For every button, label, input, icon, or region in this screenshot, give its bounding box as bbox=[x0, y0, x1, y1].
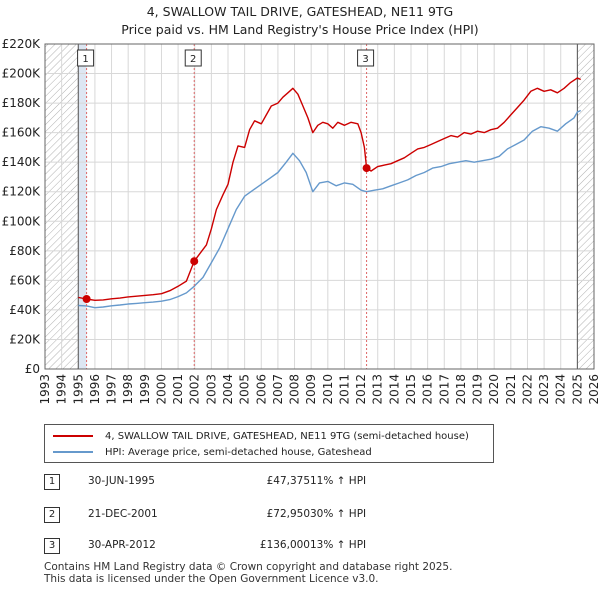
x-tick-label: 2005 bbox=[238, 374, 252, 405]
x-tick-label: 2010 bbox=[321, 374, 335, 405]
x-tick-label: 2004 bbox=[221, 374, 235, 405]
sale-marker-label: 2 bbox=[190, 54, 196, 65]
sale-hpi-change: 13% ↑ HPI bbox=[310, 539, 367, 551]
y-tick-label: £140K bbox=[2, 155, 42, 169]
plot-frame bbox=[44, 43, 595, 370]
x-tick-label: 1993 bbox=[38, 374, 52, 405]
sale-price: £72,950 bbox=[266, 508, 310, 520]
y-tick-label: £160K bbox=[2, 126, 42, 140]
x-tick-label: 2007 bbox=[271, 374, 285, 405]
x-tick-label: 1999 bbox=[138, 374, 152, 405]
x-tick-label: 2024 bbox=[554, 374, 568, 405]
y-tick-label: £80K bbox=[9, 244, 41, 258]
legend-swatch-hpi bbox=[53, 451, 93, 453]
x-tick-label: 2025 bbox=[570, 374, 584, 405]
sale-marker-box bbox=[77, 49, 95, 67]
sale-hpi-change: 11% ↑ HPI bbox=[310, 475, 367, 487]
sale-marker-label: 3 bbox=[362, 54, 368, 65]
x-tick-label: 2019 bbox=[471, 374, 485, 405]
x-tick-label: 2016 bbox=[421, 374, 435, 405]
x-tick-label: 1994 bbox=[55, 374, 69, 405]
highlight-band bbox=[78, 44, 87, 369]
y-tick-label: £120K bbox=[2, 185, 42, 199]
x-tick-label: 2009 bbox=[304, 374, 318, 405]
x-tick-label: 2013 bbox=[371, 374, 385, 405]
y-tick-label: £220K bbox=[2, 37, 42, 51]
x-tick-label: 2017 bbox=[437, 374, 451, 405]
sale-marker-box bbox=[184, 49, 202, 67]
sale-point bbox=[82, 295, 91, 304]
y-tick-label: £100K bbox=[2, 214, 42, 228]
sale-hpi-change: 30% ↑ HPI bbox=[310, 508, 367, 520]
sale-date: 30-APR-2012 bbox=[88, 539, 156, 551]
legend-label-price: 4, SWALLOW TAIL DRIVE, GATESHEAD, NE11 9… bbox=[105, 430, 469, 442]
legend-item-price: 4, SWALLOW TAIL DRIVE, GATESHEAD, NE11 9… bbox=[53, 428, 469, 444]
x-tick-label: 1998 bbox=[121, 374, 135, 405]
hatched-region bbox=[577, 44, 594, 369]
x-tick-label: 2022 bbox=[520, 374, 534, 405]
sale-date: 30-JUN-1995 bbox=[88, 475, 155, 487]
sale-row: 2 21-DEC-2001 £72,950 30% ↑ HPI bbox=[44, 507, 404, 523]
y-tick-label: £20K bbox=[9, 332, 41, 346]
sale-number-badge: 3 bbox=[44, 538, 60, 554]
y-tick-label: £60K bbox=[9, 273, 41, 287]
sale-point bbox=[362, 164, 371, 173]
legend-label-hpi: HPI: Average price, semi-detached house,… bbox=[105, 446, 372, 458]
sale-number-badge: 2 bbox=[44, 507, 60, 523]
x-tick-label: 1996 bbox=[88, 374, 102, 405]
x-tick-label: 1995 bbox=[71, 374, 85, 405]
sale-date: 21-DEC-2001 bbox=[88, 508, 158, 520]
x-tick-label: 2020 bbox=[487, 374, 501, 405]
footer-copyright: Contains HM Land Registry data © Crown c… bbox=[44, 561, 453, 573]
chart-title: 4, SWALLOW TAIL DRIVE, GATESHEAD, NE11 9… bbox=[146, 4, 454, 19]
y-tick-label: £40K bbox=[9, 303, 41, 317]
sale-point bbox=[190, 257, 199, 266]
x-tick-label: 2021 bbox=[504, 374, 518, 405]
price-chart: 1 2 3 £0 £20K £40K £60K £80K £100K £120K £140K £16… bbox=[2, 37, 600, 405]
x-tick-label: 2002 bbox=[188, 374, 202, 405]
y-tick-label: £200K bbox=[2, 67, 42, 81]
x-tick-label: 2015 bbox=[404, 374, 418, 405]
sale-row: 3 30-APR-2012 £136,000 13% ↑ HPI bbox=[44, 538, 404, 554]
series-line bbox=[78, 77, 581, 301]
x-tick-label: 2008 bbox=[288, 374, 302, 405]
x-tick-label: 2001 bbox=[171, 374, 185, 405]
sale-marker-box bbox=[357, 49, 375, 67]
chart-subtitle: Price paid vs. HM Land Registry's House … bbox=[121, 22, 479, 37]
x-tick-label: 2014 bbox=[387, 374, 401, 405]
x-tick-label: 2003 bbox=[204, 374, 218, 405]
sale-row: 1 30-JUN-1995 £47,375 11% ↑ HPI bbox=[44, 474, 404, 490]
sale-marker-label: 1 bbox=[82, 54, 88, 65]
sale-number-badge: 1 bbox=[44, 474, 60, 490]
x-tick-label: 2026 bbox=[587, 374, 600, 405]
legend: 4, SWALLOW TAIL DRIVE, GATESHEAD, NE11 9… bbox=[44, 424, 494, 463]
x-tick-label: 2023 bbox=[537, 374, 551, 405]
y-tick-label: £0 bbox=[25, 362, 40, 376]
legend-item-hpi: HPI: Average price, semi-detached house,… bbox=[53, 444, 372, 460]
sale-price: £47,375 bbox=[266, 475, 310, 487]
x-tick-label: 2011 bbox=[337, 374, 351, 405]
sale-price: £136,000 bbox=[259, 539, 310, 551]
x-tick-label: 2018 bbox=[454, 374, 468, 405]
x-tick-label: 2000 bbox=[154, 374, 168, 405]
footer-licence: This data is licensed under the Open Gov… bbox=[44, 573, 379, 585]
y-tick-label: £180K bbox=[2, 96, 42, 110]
x-tick-label: 1997 bbox=[105, 374, 119, 405]
series-line bbox=[78, 109, 581, 309]
x-tick-label: 2006 bbox=[254, 374, 268, 405]
x-tick-label: 2012 bbox=[354, 374, 368, 405]
legend-swatch-price bbox=[53, 435, 93, 437]
